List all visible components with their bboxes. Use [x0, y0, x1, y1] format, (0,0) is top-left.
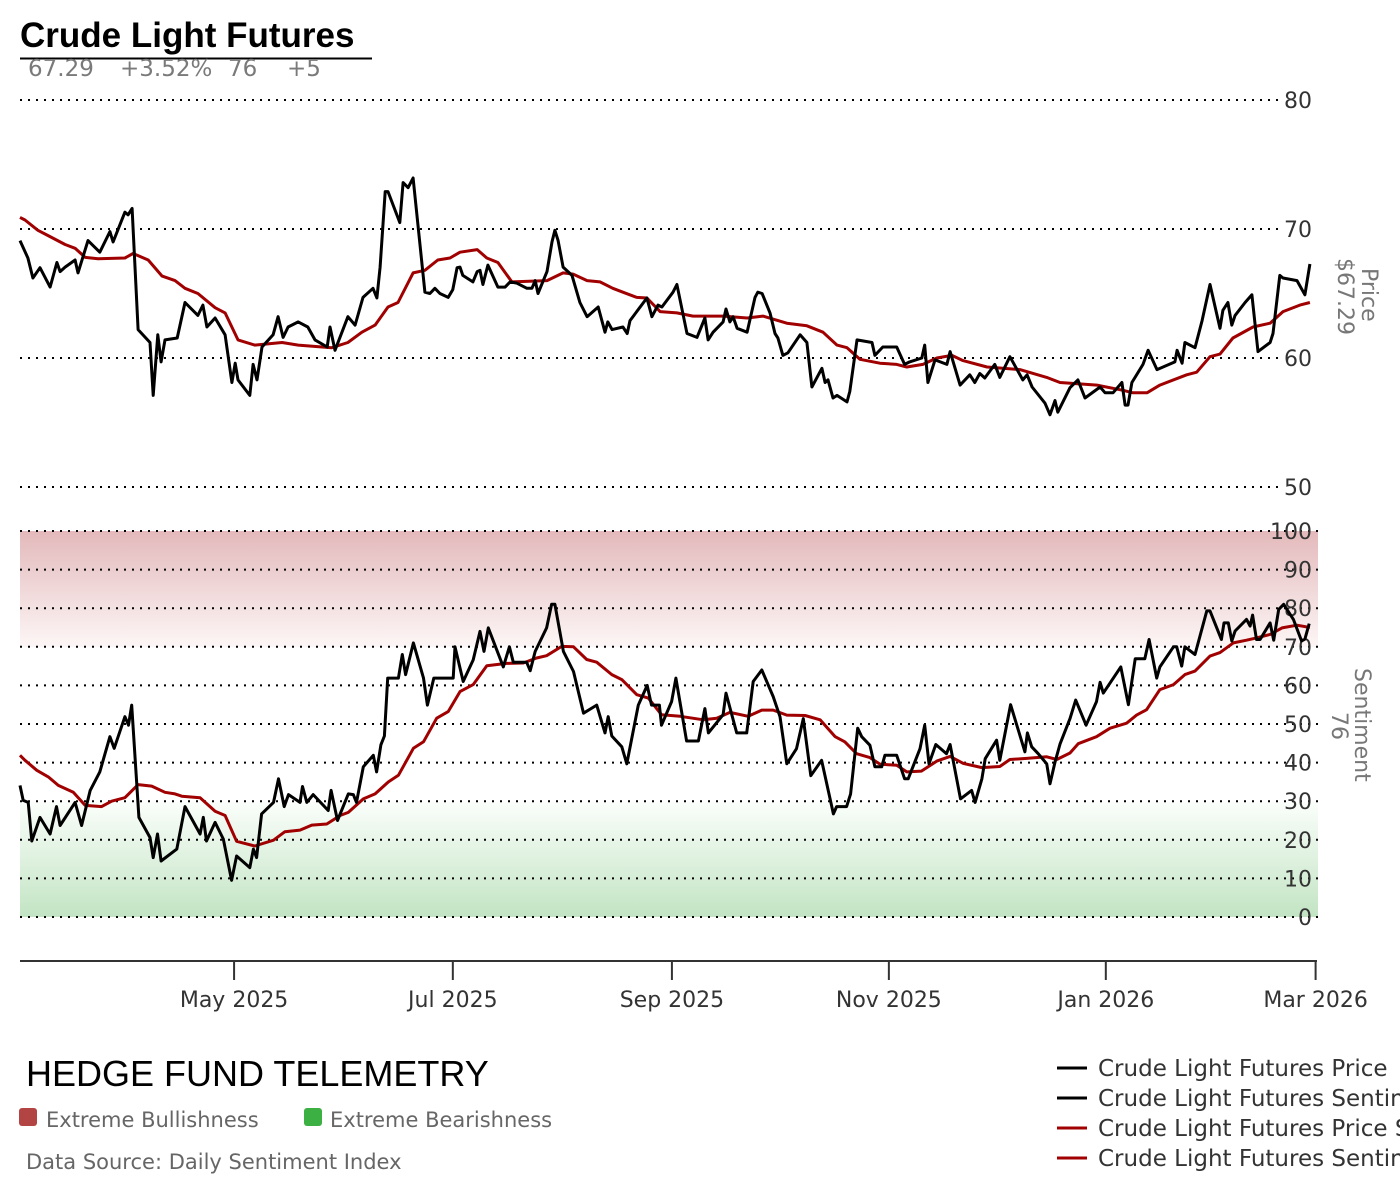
last-sentiment: 76	[228, 56, 257, 82]
last-price: 67.29	[28, 56, 94, 82]
price-tick-label: 60	[1284, 347, 1312, 372]
sentiment-tick-label: 70	[1284, 636, 1312, 661]
price-sma-line	[19, 216, 1311, 395]
sentiment-tick-label: 10	[1284, 867, 1312, 892]
bear-legend-label: Extreme Bearishness	[330, 1108, 552, 1132]
gridlines	[20, 99, 1318, 918]
legend-item-sentiment[interactable]: Crude Light Futures Sentiment	[1098, 1086, 1400, 1112]
sentiment-tick-label: 40	[1284, 752, 1312, 777]
x-tick-label: Nov 2025	[836, 988, 942, 1013]
sentiment-change: +5	[287, 56, 321, 82]
price-axis-label: Price	[1356, 268, 1381, 322]
sentiment-tick-label: 30	[1284, 790, 1312, 815]
price-change: +3.52%	[120, 56, 212, 82]
brand-logo-text: HEDGE FUND TELEMETRY	[26, 1053, 489, 1094]
bear-swatch	[304, 1108, 322, 1126]
sentiment-tick-label: 60	[1284, 674, 1312, 699]
x-axis-ticks: May 2025 Jul 2025 Sep 2025 Nov 2025 Jan 2026…	[180, 961, 1368, 1013]
price-tick-label: 80	[1284, 89, 1312, 114]
sentiment-axis-value: 76	[1326, 712, 1351, 740]
price-tick-label: 70	[1284, 218, 1312, 243]
sentiment-line	[18, 602, 1311, 882]
series-lines	[18, 176, 1312, 882]
bull-swatch	[19, 1108, 37, 1126]
sentiment-tick-label: 0	[1298, 906, 1312, 931]
sentiment-tick-label: 90	[1284, 559, 1312, 584]
extreme-bearishness-band	[20, 802, 1318, 917]
x-tick-label: Mar 2026	[1263, 988, 1368, 1013]
legend-item-price-sma[interactable]: Crude Light Futures Price SMA	[1098, 1116, 1400, 1142]
sentiment-tick-label: 50	[1284, 713, 1312, 738]
chart-title: Crude Light Futures	[20, 16, 354, 55]
sentiment-axis-label: Sentiment	[1349, 668, 1374, 782]
data-source: Data Source: Daily Sentiment Index	[26, 1150, 402, 1174]
price-tick-label: 50	[1284, 476, 1312, 501]
x-tick-label: Jul 2025	[406, 988, 498, 1013]
bull-legend-label: Extreme Bullishness	[46, 1108, 259, 1132]
extreme-bullishness-band	[20, 531, 1318, 647]
sentiment-tick-label: 100	[1270, 520, 1312, 545]
x-tick-label: Jan 2026	[1055, 988, 1154, 1013]
sentiment-tick-label: 20	[1284, 829, 1312, 854]
price-line	[18, 176, 1312, 417]
series-legend: Crude Light Futures Price Crude Light Fu…	[1057, 1056, 1400, 1172]
x-tick-label: May 2025	[180, 988, 288, 1013]
x-tick-label: Sep 2025	[620, 988, 724, 1013]
legend-item-sentiment-sma[interactable]: Crude Light Futures Sentiment SMA	[1098, 1146, 1400, 1172]
legend-item-price[interactable]: Crude Light Futures Price	[1098, 1056, 1388, 1082]
price-axis-value: $67.29	[1332, 258, 1357, 335]
